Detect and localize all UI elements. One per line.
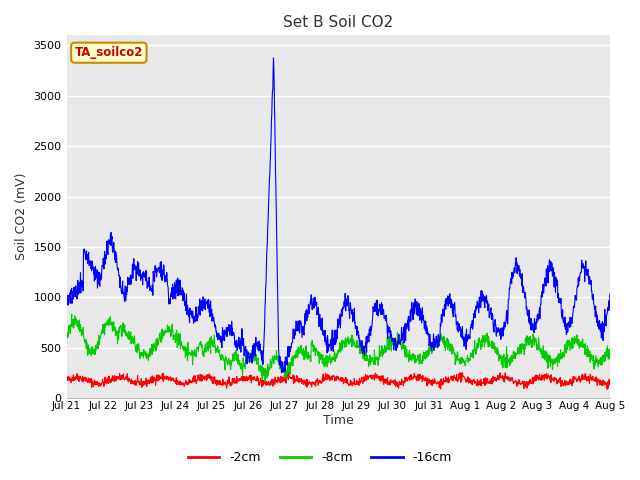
-2cm <box>572 375 579 381</box>
-8cm <box>341 336 349 342</box>
-16cm <box>73 289 81 295</box>
-16cm <box>572 296 579 301</box>
-16cm <box>269 55 277 61</box>
-2cm <box>438 381 445 386</box>
-8cm <box>438 337 445 343</box>
X-axis label: Time: Time <box>323 414 353 427</box>
-8cm <box>68 311 76 317</box>
-16cm <box>341 290 349 296</box>
Line: -2cm: -2cm <box>67 372 610 389</box>
-8cm <box>73 324 81 329</box>
-16cm <box>309 301 317 307</box>
-8cm <box>63 336 70 341</box>
Line: -16cm: -16cm <box>67 58 610 373</box>
-16cm <box>438 319 445 325</box>
-8cm <box>572 338 579 344</box>
-2cm <box>285 369 292 375</box>
-8cm <box>606 346 614 352</box>
Line: -8cm: -8cm <box>67 314 610 382</box>
-8cm <box>261 379 269 384</box>
-8cm <box>160 328 168 334</box>
-16cm <box>160 262 168 268</box>
Title: Set B Soil CO2: Set B Soil CO2 <box>283 15 394 30</box>
-16cm <box>278 370 285 376</box>
-8cm <box>309 342 317 348</box>
-16cm <box>606 291 614 297</box>
-2cm <box>604 386 611 392</box>
-2cm <box>160 375 168 381</box>
-2cm <box>308 380 316 386</box>
-16cm <box>63 299 70 304</box>
Text: TA_soilco2: TA_soilco2 <box>75 46 143 59</box>
-2cm <box>606 382 614 388</box>
-2cm <box>73 376 81 382</box>
Y-axis label: Soil CO2 (mV): Soil CO2 (mV) <box>15 173 28 261</box>
-2cm <box>63 376 70 382</box>
Legend: -2cm, -8cm, -16cm: -2cm, -8cm, -16cm <box>183 446 457 469</box>
-2cm <box>341 376 349 382</box>
